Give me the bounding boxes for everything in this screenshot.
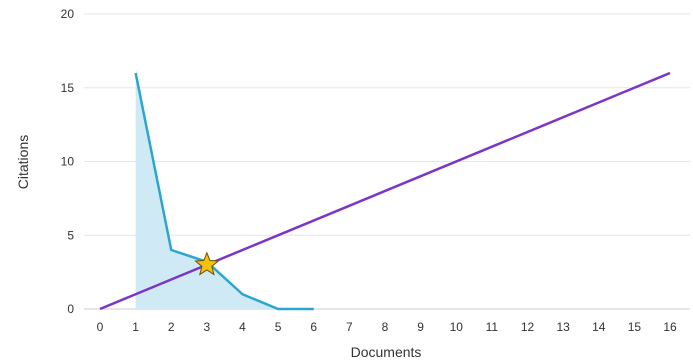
y-tick-label-10: 10 xyxy=(61,155,75,169)
x-tick-label-3: 3 xyxy=(204,320,211,334)
x-tick-label-4: 4 xyxy=(239,320,246,334)
series-layer xyxy=(99,71,671,311)
x-axis-title: Documents xyxy=(351,344,422,360)
y-tick-label-15: 15 xyxy=(61,81,75,95)
marker-layer xyxy=(194,251,220,276)
x-tick-label-2: 2 xyxy=(168,320,175,334)
x-tick-label-14: 14 xyxy=(592,320,606,334)
x-tick-label-8: 8 xyxy=(382,320,389,334)
y-tick-label-0: 0 xyxy=(67,302,74,316)
x-tick-label-5: 5 xyxy=(275,320,282,334)
y-tick-label-5: 5 xyxy=(67,228,74,242)
x-tick-label-0: 0 xyxy=(97,320,104,334)
x-tick-label-13: 13 xyxy=(556,320,570,334)
y-tick-label-20: 20 xyxy=(61,7,75,21)
x-tick-label-10: 10 xyxy=(450,320,464,334)
x-axis-ticks: 0 1 2 3 4 5 6 7 8 9 10 11 12 13 14 15 16 xyxy=(97,320,677,334)
y-axis-ticks: 0 5 10 15 20 xyxy=(61,7,75,316)
x-tick-label-16: 16 xyxy=(663,320,677,334)
x-tick-label-7: 7 xyxy=(346,320,353,334)
y-axis-title: Citations xyxy=(15,135,31,189)
series-0-line xyxy=(134,72,314,311)
star-icon xyxy=(194,251,220,276)
series-1-line xyxy=(99,71,671,311)
x-tick-label-1: 1 xyxy=(132,320,139,334)
gridlines xyxy=(84,13,690,310)
x-tick-label-15: 15 xyxy=(628,320,642,334)
series-0-area xyxy=(135,73,314,309)
x-tick-label-6: 6 xyxy=(310,320,317,334)
x-tick-label-9: 9 xyxy=(417,320,424,334)
x-tick-label-11: 11 xyxy=(486,320,499,334)
x-tick-label-12: 12 xyxy=(521,320,535,334)
